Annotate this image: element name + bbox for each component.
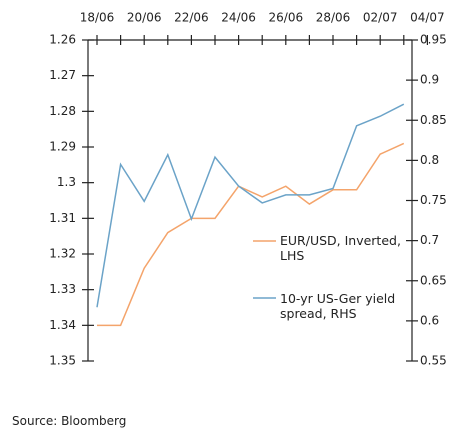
series-line <box>97 142 405 327</box>
y-tick-label: 1.26 <box>49 33 76 47</box>
y2-tick-label: 0.7 <box>420 233 439 247</box>
y2-tick-label: 0.75 <box>420 193 447 207</box>
y-tick-label: 1.33 <box>49 282 76 296</box>
legend-label: EUR/USD, Inverted, LHS <box>280 233 401 263</box>
y2-tick-label: 0.65 <box>420 273 447 287</box>
x-tick-label: 04/07 <box>410 11 445 25</box>
source-note: Source: Bloomberg <box>12 414 127 428</box>
x-tick-label: 20/06 <box>127 11 162 25</box>
legend-label: 10-yr US-Ger yield spread, RHS <box>280 291 396 321</box>
x-tick-label: 02/07 <box>363 11 398 25</box>
y-tick-label: 1.29 <box>49 140 76 154</box>
series-line <box>96 103 405 308</box>
y-tick-label: 1.35 <box>49 354 76 368</box>
y2-tick-label: 0.9 <box>420 73 439 87</box>
y2-tick-label: 0.6 <box>420 313 439 327</box>
x-tick-label: 24/06 <box>221 11 256 25</box>
y2-tick-label: 0.85 <box>420 113 447 127</box>
y-tick-label: 1.32 <box>49 247 76 261</box>
y-tick-label: 1.34 <box>49 318 76 332</box>
x-tick-label: 22/06 <box>174 11 209 25</box>
y-tick-label: 1.28 <box>49 104 76 118</box>
y-tick-label: 1.27 <box>49 68 76 82</box>
y-tick-label: 1.31 <box>49 211 76 225</box>
y-tick-label: 1.3 <box>57 175 76 189</box>
x-tick-label: 26/06 <box>269 11 304 25</box>
x-tick-label: 18/06 <box>80 11 115 25</box>
x-tick-label: 28/06 <box>316 11 351 25</box>
y2-tick-label: 0.55 <box>420 354 447 368</box>
y2-tick-label: 0.8 <box>420 153 439 167</box>
y2-tick-label: 0.95 <box>420 33 447 47</box>
